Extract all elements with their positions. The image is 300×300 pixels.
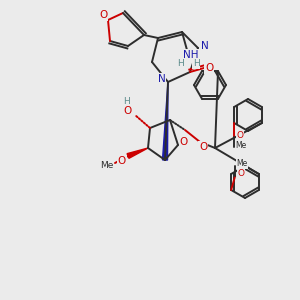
Text: O: O — [118, 156, 126, 166]
Text: H: H — [177, 59, 183, 68]
Text: O: O — [237, 130, 244, 140]
Text: NH: NH — [183, 50, 199, 60]
Polygon shape — [163, 82, 168, 160]
Text: H: H — [124, 97, 130, 106]
Polygon shape — [127, 148, 148, 158]
Text: O: O — [99, 10, 107, 20]
Text: O: O — [205, 63, 213, 73]
Text: Me: Me — [236, 140, 247, 149]
Text: O: O — [180, 137, 188, 147]
Text: H: H — [193, 59, 200, 68]
Text: N: N — [201, 41, 209, 51]
Text: N: N — [158, 74, 166, 84]
Text: Me: Me — [236, 160, 248, 169]
Text: O: O — [123, 106, 131, 116]
Text: O: O — [238, 169, 244, 178]
Text: Me: Me — [100, 161, 114, 170]
Text: O: O — [199, 142, 207, 152]
